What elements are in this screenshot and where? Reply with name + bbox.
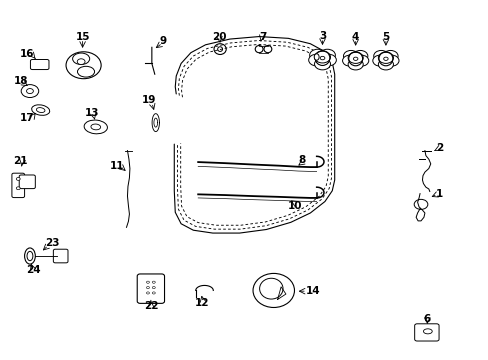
Ellipse shape <box>36 108 45 113</box>
Circle shape <box>378 59 393 70</box>
Circle shape <box>353 57 357 60</box>
Text: 6: 6 <box>423 314 430 324</box>
Circle shape <box>343 50 358 62</box>
FancyBboxPatch shape <box>414 324 438 341</box>
Circle shape <box>146 281 149 283</box>
Text: 7: 7 <box>259 32 266 41</box>
Circle shape <box>152 281 155 283</box>
Ellipse shape <box>259 278 283 299</box>
Circle shape <box>347 59 363 70</box>
Circle shape <box>314 51 330 63</box>
Circle shape <box>353 55 368 66</box>
Text: 14: 14 <box>305 286 320 296</box>
Circle shape <box>383 57 387 60</box>
Ellipse shape <box>255 45 263 53</box>
Circle shape <box>146 292 149 294</box>
Ellipse shape <box>32 105 50 115</box>
Text: 5: 5 <box>382 32 389 41</box>
Ellipse shape <box>252 273 294 307</box>
Circle shape <box>382 50 397 62</box>
Text: 12: 12 <box>194 298 208 308</box>
Text: 23: 23 <box>44 238 59 248</box>
Circle shape <box>308 54 324 66</box>
Text: 19: 19 <box>142 95 156 105</box>
Ellipse shape <box>314 54 319 60</box>
Circle shape <box>320 57 324 60</box>
Text: 16: 16 <box>20 49 35 59</box>
Circle shape <box>152 292 155 294</box>
Ellipse shape <box>73 53 89 64</box>
Text: 9: 9 <box>159 36 166 46</box>
Text: 11: 11 <box>109 161 124 171</box>
Circle shape <box>383 55 398 66</box>
Text: 8: 8 <box>298 155 305 165</box>
Circle shape <box>347 52 363 63</box>
Ellipse shape <box>24 248 35 264</box>
Text: 10: 10 <box>287 201 302 211</box>
Circle shape <box>146 287 149 289</box>
Ellipse shape <box>66 52 101 79</box>
FancyBboxPatch shape <box>53 249 68 263</box>
Text: 3: 3 <box>318 31 325 41</box>
Text: 22: 22 <box>143 301 158 311</box>
Text: 13: 13 <box>85 108 100 118</box>
Circle shape <box>378 52 393 63</box>
Text: 15: 15 <box>75 32 90 41</box>
Circle shape <box>342 55 357 66</box>
Circle shape <box>16 177 20 180</box>
Circle shape <box>314 58 330 70</box>
Circle shape <box>352 50 367 62</box>
Circle shape <box>413 199 427 210</box>
Ellipse shape <box>91 124 101 130</box>
Circle shape <box>309 49 325 61</box>
Circle shape <box>16 187 20 190</box>
Text: 17: 17 <box>20 113 35 123</box>
Circle shape <box>320 54 336 66</box>
Ellipse shape <box>214 44 226 54</box>
Circle shape <box>77 59 85 64</box>
Circle shape <box>319 49 335 61</box>
Circle shape <box>21 85 39 98</box>
FancyBboxPatch shape <box>137 274 164 303</box>
Circle shape <box>372 55 387 66</box>
FancyBboxPatch shape <box>12 173 24 198</box>
Text: 18: 18 <box>14 76 28 86</box>
Text: 1: 1 <box>435 189 442 199</box>
Text: 2: 2 <box>435 143 442 153</box>
Ellipse shape <box>217 47 222 51</box>
Ellipse shape <box>27 251 33 261</box>
Ellipse shape <box>264 45 271 53</box>
Ellipse shape <box>84 120 107 134</box>
Circle shape <box>373 50 388 62</box>
Text: 20: 20 <box>211 32 226 41</box>
FancyBboxPatch shape <box>19 175 35 189</box>
Ellipse shape <box>77 66 94 77</box>
Text: 21: 21 <box>13 156 27 166</box>
Circle shape <box>26 89 33 94</box>
Text: 4: 4 <box>351 32 359 41</box>
Circle shape <box>152 287 155 289</box>
Ellipse shape <box>423 329 431 334</box>
FancyBboxPatch shape <box>30 59 49 69</box>
Text: 24: 24 <box>26 265 41 275</box>
